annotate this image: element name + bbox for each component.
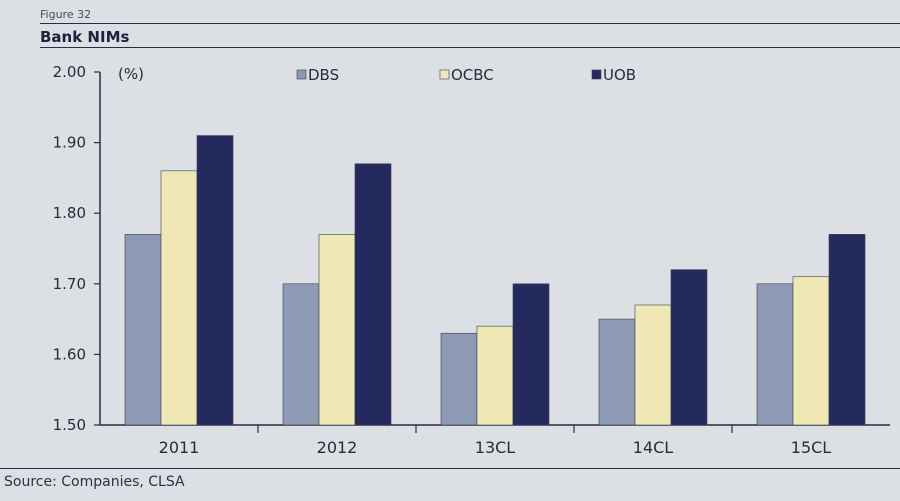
x-tick-label: 2012	[317, 438, 358, 457]
y-tick-label: 1.80	[53, 204, 86, 222]
legend-label-dbs: DBS	[308, 66, 339, 84]
x-tick-label: 15CL	[791, 438, 832, 457]
y-tick-label: 1.50	[53, 416, 86, 434]
chart-title: Bank NIMs	[40, 28, 130, 46]
bar-ocbc-13cl	[476, 325, 514, 426]
legend-swatch-uob	[591, 69, 602, 80]
bar-dbs-2011	[124, 234, 162, 426]
y-tick-label: 1.60	[53, 345, 86, 363]
y-tick-label: 1.70	[53, 275, 86, 293]
x-tick-label: 13CL	[475, 438, 516, 457]
figure-label: Figure 32	[40, 8, 92, 21]
legend-label-uob: UOB	[603, 66, 636, 84]
y-axis-unit-label: (%)	[118, 65, 144, 83]
source-rule	[0, 468, 900, 469]
bar-uob-15cl	[828, 234, 866, 426]
bar-ocbc-14cl	[634, 304, 672, 426]
source-note: Source: Companies, CLSA	[4, 474, 185, 490]
legend-label-ocbc: OCBC	[451, 66, 494, 84]
bar-uob-2011	[196, 135, 234, 426]
bar-uob-14cl	[670, 269, 708, 426]
legend-swatch-dbs	[296, 69, 307, 80]
bar-dbs-14cl	[598, 318, 636, 426]
title-rule	[40, 47, 900, 48]
y-tick-label: 2.00	[53, 63, 86, 81]
x-tick-label: 14CL	[633, 438, 674, 457]
top-rule	[40, 23, 900, 24]
bar-dbs-2012	[282, 283, 320, 426]
bar-dbs-15cl	[756, 283, 794, 426]
bar-uob-13cl	[512, 283, 550, 426]
bar-uob-2012	[354, 163, 392, 426]
y-tick-label: 1.90	[53, 134, 86, 152]
bar-ocbc-2011	[160, 170, 198, 426]
bar-ocbc-15cl	[792, 276, 830, 426]
bar-ocbc-2012	[318, 234, 356, 426]
bar-dbs-13cl	[440, 332, 478, 426]
legend-swatch-ocbc	[439, 69, 450, 80]
x-tick-label: 2011	[159, 438, 200, 457]
